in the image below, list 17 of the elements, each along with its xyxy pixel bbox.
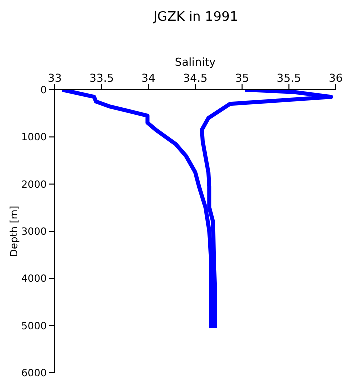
y-tick-label: 6000 — [22, 368, 47, 380]
x-tick-label: 33.5 — [90, 72, 114, 85]
x-axis-title: Salinity — [175, 56, 216, 69]
x-tick-label: 35 — [235, 72, 250, 85]
x-tick-label: 35.5 — [276, 72, 302, 85]
x-tick-label: 34.5 — [183, 72, 208, 85]
y-tick-label: 5000 — [22, 321, 47, 332]
x-tick-label: 33 — [48, 72, 62, 85]
chart-title: JGZK in 1991 — [152, 10, 240, 25]
y-tick-label: 4000 — [22, 274, 47, 286]
y-tick-label: 0 — [40, 86, 47, 97]
x-tick-label: 36 — [329, 72, 343, 85]
y-tick-label: 2000 — [22, 180, 47, 191]
y-axis-title: Depth [m] — [10, 206, 21, 258]
y-tick-label: 3000 — [22, 227, 47, 238]
x-tick-label: 34 — [142, 72, 156, 85]
y-tick-label: 1000 — [22, 132, 47, 144]
